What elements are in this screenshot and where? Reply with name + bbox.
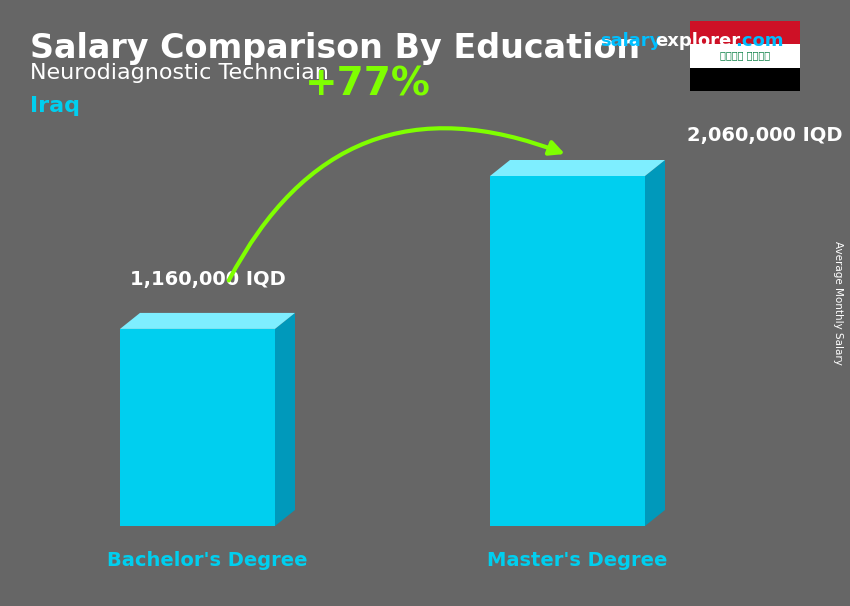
- Bar: [690, 21, 800, 44]
- Text: salary: salary: [600, 32, 661, 50]
- Polygon shape: [120, 313, 295, 329]
- Bar: [690, 68, 800, 91]
- Text: 1,160,000 IQD: 1,160,000 IQD: [129, 270, 286, 289]
- Text: explorer: explorer: [655, 32, 740, 50]
- Text: .com: .com: [735, 32, 784, 50]
- Text: 2,060,000 IQD: 2,060,000 IQD: [688, 126, 842, 145]
- Text: الله أكبر: الله أكبر: [720, 52, 770, 61]
- Text: +77%: +77%: [304, 66, 430, 104]
- Text: Neurodiagnostic Techncian: Neurodiagnostic Techncian: [30, 63, 329, 83]
- Text: Bachelor's Degree: Bachelor's Degree: [107, 551, 308, 570]
- Polygon shape: [275, 313, 295, 526]
- Polygon shape: [490, 176, 645, 526]
- Text: Salary Comparison By Education: Salary Comparison By Education: [30, 32, 640, 65]
- Polygon shape: [645, 160, 665, 526]
- Polygon shape: [120, 329, 275, 526]
- Text: Master's Degree: Master's Degree: [487, 551, 668, 570]
- FancyArrowPatch shape: [229, 128, 560, 281]
- Text: Average Monthly Salary: Average Monthly Salary: [833, 241, 843, 365]
- Polygon shape: [490, 160, 665, 176]
- Text: Iraq: Iraq: [30, 96, 80, 116]
- Bar: [690, 44, 800, 68]
